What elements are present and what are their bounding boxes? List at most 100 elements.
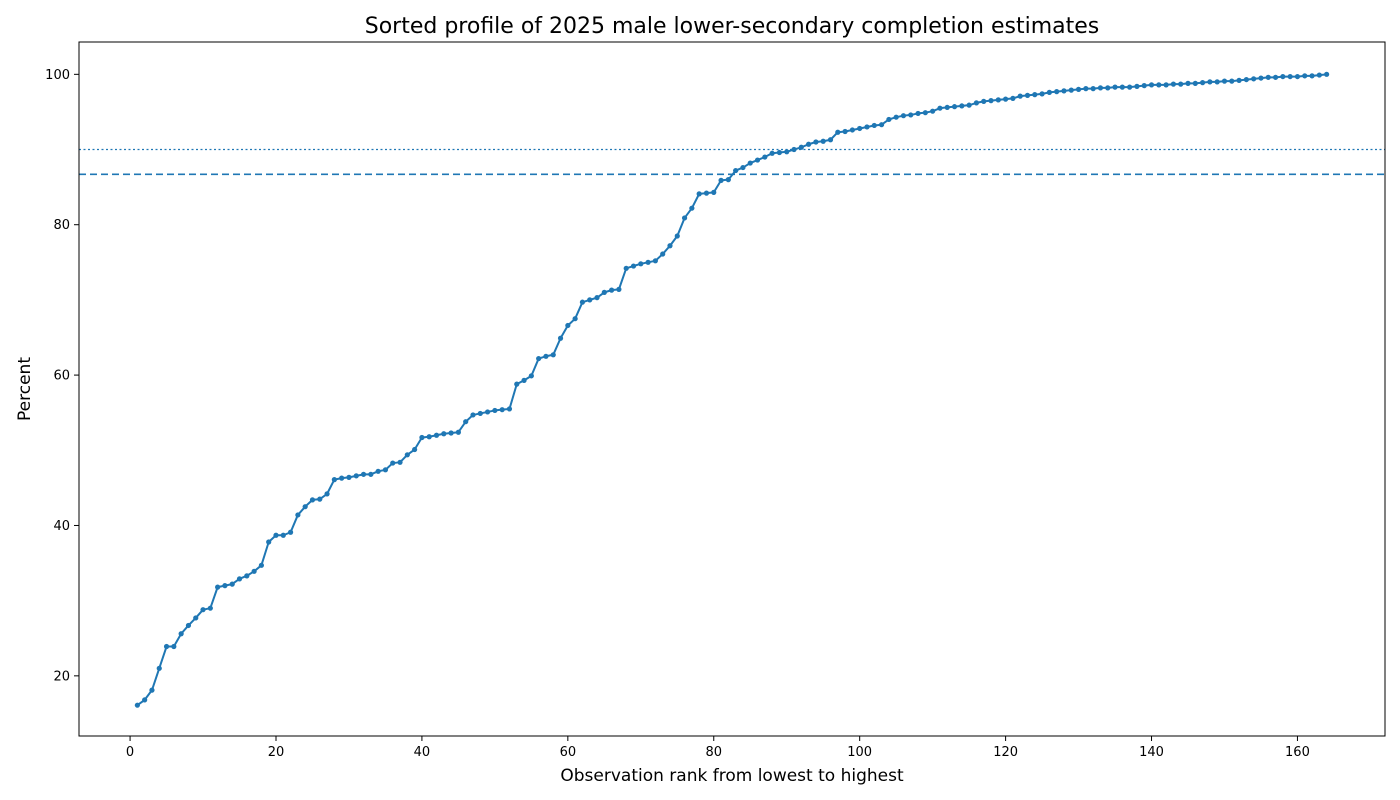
data-point: [295, 512, 301, 518]
data-point: [995, 97, 1001, 103]
x-tick-label: 140: [1139, 745, 1164, 760]
data-point: [616, 286, 622, 292]
data-point: [1112, 84, 1118, 90]
data-point: [711, 189, 717, 195]
data-point: [1192, 80, 1198, 86]
data-point: [638, 261, 644, 267]
data-point: [521, 377, 527, 383]
data-point: [193, 615, 199, 621]
data-point: [725, 177, 731, 183]
data-point: [959, 103, 965, 109]
data-point: [207, 605, 213, 611]
data-point: [339, 475, 345, 481]
y-axis-label: Percent: [15, 357, 35, 421]
data-point: [215, 584, 221, 590]
data-point: [134, 702, 140, 708]
data-point: [696, 191, 702, 197]
data-point: [477, 410, 483, 417]
x-tick-label: 80: [705, 745, 722, 760]
data-point: [441, 431, 447, 437]
data-point: [1054, 89, 1060, 95]
x-axis: 0 20 40 60 80 100 120 140 160: [126, 736, 1310, 760]
data-point: [827, 137, 834, 143]
data-point: [587, 297, 593, 303]
data-point: [280, 532, 286, 538]
data-point: [353, 473, 359, 479]
data-point: [309, 497, 316, 503]
data-point: [178, 631, 184, 637]
data-point: [1280, 73, 1286, 80]
data-point: [1032, 92, 1038, 98]
data-point: [368, 471, 374, 477]
data-point: [900, 113, 907, 119]
data-point: [419, 434, 425, 441]
data-point: [930, 108, 936, 114]
data-point: [229, 581, 235, 587]
data-point: [251, 568, 257, 574]
data-point: [550, 352, 556, 358]
data-point: [1214, 79, 1220, 85]
data-point: [346, 474, 352, 480]
data-point: [1185, 80, 1191, 86]
data-point: [390, 460, 396, 466]
data-point: [514, 381, 520, 387]
data-point: [273, 532, 279, 538]
data-point: [871, 122, 877, 129]
data-point: [908, 112, 914, 118]
data-point: [1309, 73, 1315, 79]
x-tick-label: 60: [560, 745, 577, 760]
data-point: [1083, 86, 1089, 92]
data-point: [667, 243, 673, 249]
y-axis: 20 40 60 80 100: [45, 68, 79, 684]
data-point: [857, 125, 863, 132]
data-point: [412, 446, 418, 453]
data-point: [609, 287, 615, 293]
data-point: [463, 419, 469, 425]
data-point: [1039, 91, 1045, 97]
data-point: [1024, 92, 1031, 98]
data-point: [1163, 82, 1169, 88]
data-point: [236, 576, 243, 582]
data-point: [740, 164, 746, 171]
y-tick-label: 100: [45, 68, 70, 83]
data-point: [981, 98, 987, 104]
x-tick-label: 40: [414, 745, 431, 760]
data-point: [185, 622, 192, 629]
data-point: [689, 205, 695, 211]
data-point: [382, 467, 389, 473]
data-point: [1119, 84, 1125, 90]
data-point: [813, 139, 819, 145]
data-point: [1170, 81, 1177, 87]
data-point: [1302, 73, 1308, 79]
x-axis-label: Observation rank from lowest to highest: [560, 766, 904, 786]
data-point: [674, 233, 680, 239]
data-point: [1243, 76, 1249, 83]
data-point: [886, 116, 892, 123]
data-point: [1068, 87, 1074, 93]
data-point: [156, 665, 162, 671]
data-point: [966, 102, 972, 108]
y-tick-label: 60: [53, 369, 70, 384]
data-point: [1134, 83, 1140, 89]
data-point: [601, 289, 607, 295]
data-point: [703, 190, 710, 196]
data-point: [448, 430, 454, 436]
data-point: [747, 160, 753, 166]
data-point: [565, 322, 571, 329]
data-point: [287, 529, 294, 535]
data-point: [557, 335, 564, 341]
data-point: [1105, 85, 1111, 91]
data-point: [798, 144, 804, 150]
y-tick-label: 40: [53, 519, 70, 534]
x-tick-label: 120: [993, 745, 1018, 760]
data-point: [1200, 80, 1206, 86]
data-point: [149, 687, 155, 693]
data-point: [222, 583, 228, 589]
data-point: [200, 607, 206, 613]
data-point: [302, 504, 308, 510]
data-point: [1127, 84, 1133, 90]
data-point: [142, 697, 148, 703]
data-point: [1272, 74, 1279, 80]
data-point: [1046, 89, 1052, 95]
